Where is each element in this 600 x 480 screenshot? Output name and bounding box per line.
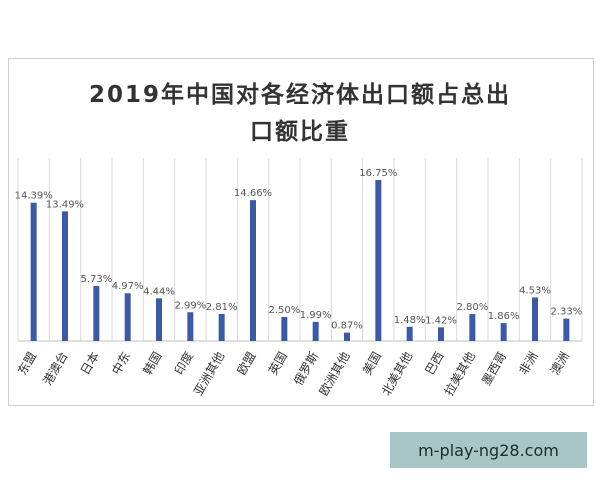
- data-label-16: 4.53%: [519, 285, 551, 296]
- bar-15: [500, 323, 507, 341]
- bar-9: [312, 321, 319, 341]
- data-label-11: 16.75%: [359, 168, 397, 179]
- grid-layer: [17, 158, 583, 341]
- bar-12: [406, 326, 413, 341]
- bar-8: [281, 316, 288, 341]
- chart-frame: [8, 58, 594, 406]
- bar-7: [250, 200, 256, 341]
- category-label-8: 英国: [266, 350, 290, 378]
- watermark-banner: m-play-ng28.com: [390, 432, 587, 468]
- bar-16: [532, 297, 538, 341]
- category-label-11: 美国: [360, 350, 384, 378]
- category-label-7: 欧盟: [234, 350, 258, 378]
- category-label-12: 北美其他: [379, 350, 415, 399]
- category-label-4: 韩国: [140, 349, 165, 377]
- category-label-6: 亚洲其他: [191, 350, 227, 399]
- bar-chart: 14.39% 东盟 13.49% 港澳台 5.73% 日本 4.97% 中东 4.44% 韩国 2.…: [15, 158, 583, 398]
- category-label-13: 巴西: [422, 350, 446, 378]
- data-label-0: 14.39%: [15, 191, 53, 202]
- bar-14: [469, 314, 476, 341]
- bar-4: [156, 298, 162, 341]
- data-label-3: 4.97%: [112, 281, 144, 292]
- data-label-7: 14.66%: [234, 188, 272, 199]
- data-label-9: 1.99%: [300, 310, 332, 321]
- data-label-1: 13.49%: [46, 199, 84, 210]
- category-label-2: 日本: [78, 350, 102, 378]
- category-label-9: 俄罗斯: [291, 350, 321, 388]
- category-label-1: 港澳台: [40, 349, 71, 388]
- data-label-15: 1.86%: [488, 311, 520, 322]
- category-label-0: 东盟: [15, 350, 39, 378]
- bar-5: [187, 312, 194, 341]
- data-label-17: 2.33%: [550, 307, 582, 318]
- category-label-5: 印度: [171, 349, 196, 377]
- bar-1: [62, 211, 68, 341]
- chart-title-line-1: 2019年中国对各经济体出口额占总出: [88, 82, 511, 108]
- data-label-14: 2.80%: [456, 302, 488, 313]
- data-label-10: 0.87%: [331, 321, 363, 332]
- category-label-16: 非洲: [516, 350, 540, 378]
- bar-layer: [30, 180, 570, 341]
- data-label-2: 5.73%: [80, 274, 112, 285]
- category-label-3: 中东: [108, 349, 133, 377]
- data-label-5: 2.99%: [174, 300, 206, 311]
- data-label-4: 4.44%: [143, 286, 175, 297]
- bar-10: [344, 332, 350, 341]
- data-label-6: 2.81%: [206, 302, 238, 313]
- bar-13: [438, 327, 444, 341]
- data-label-13: 1.42%: [425, 315, 457, 326]
- category-label-10: 欧洲其他: [316, 350, 352, 399]
- bar-3: [124, 293, 131, 341]
- data-label-12: 1.48%: [394, 315, 426, 326]
- data-label-8: 2.50%: [268, 305, 300, 316]
- bar-6: [218, 313, 225, 341]
- label-layer: 14.39% 东盟 13.49% 港澳台 5.73% 日本 4.97% 中东 4.44% 韩国 2.…: [15, 168, 583, 398]
- bar-17: [563, 318, 570, 341]
- bar-2: [93, 285, 100, 341]
- bar-0: [30, 202, 37, 341]
- category-label-15: 墨西哥: [479, 349, 509, 387]
- chart-title-line-2: 口额比重: [250, 119, 350, 145]
- category-label-17: 澳洲: [548, 350, 572, 378]
- category-label-14: 拉美其他: [441, 349, 478, 398]
- bar-11: [375, 180, 382, 341]
